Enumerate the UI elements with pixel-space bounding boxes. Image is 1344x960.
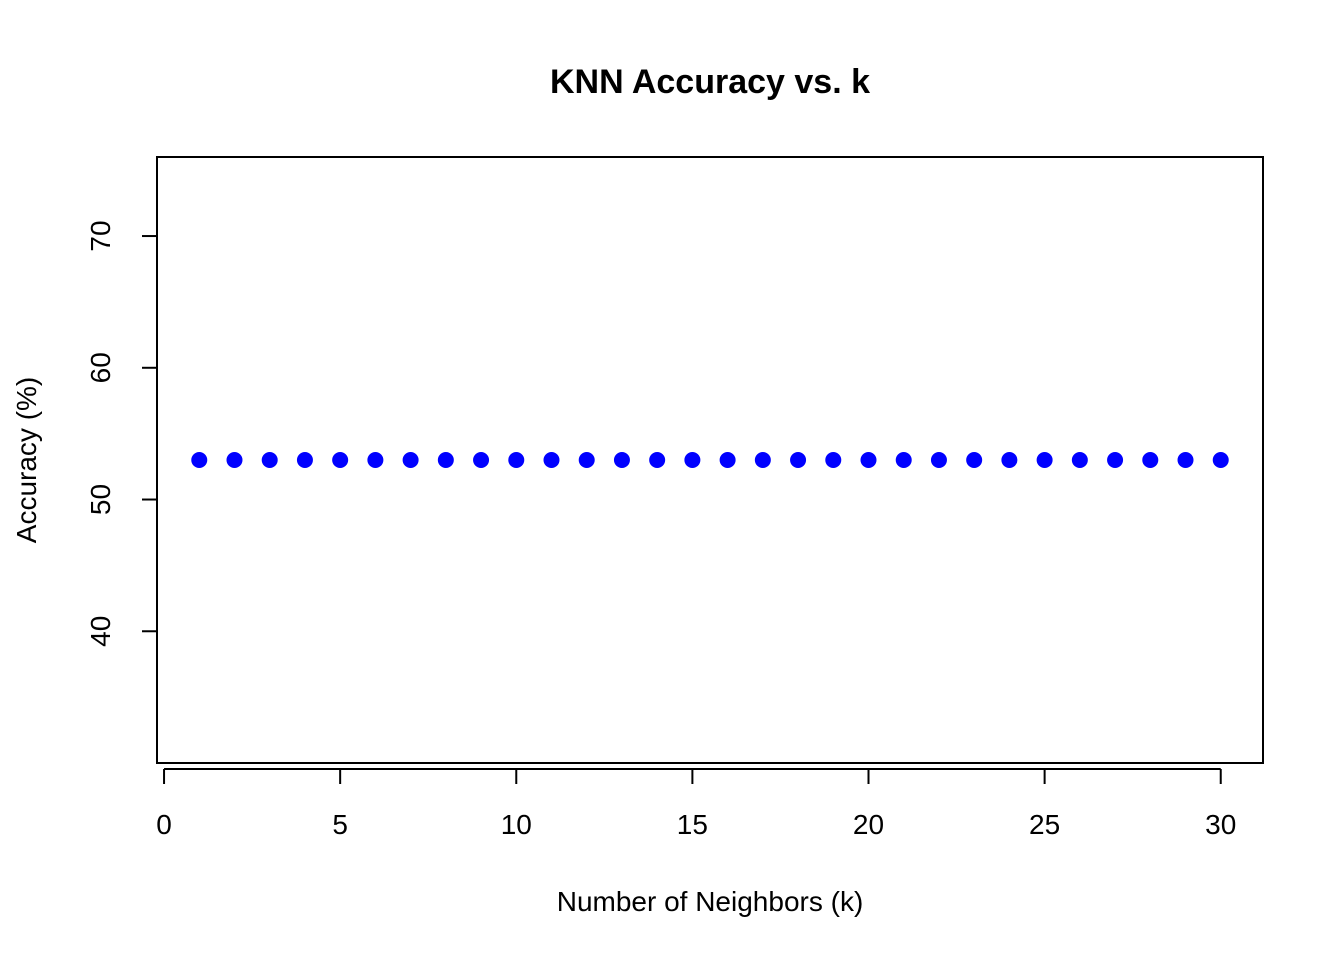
chart-title: KNN Accuracy vs. k <box>550 63 870 101</box>
y-tick-label: 50 <box>85 484 116 515</box>
data-point <box>613 452 630 468</box>
data-points <box>191 452 1229 468</box>
data-point <box>261 452 278 468</box>
x-tick-label: 5 <box>332 809 348 840</box>
data-point <box>684 452 701 468</box>
x-tick-label: 20 <box>853 809 884 840</box>
data-point <box>649 452 666 468</box>
y-tick-label: 70 <box>85 220 116 251</box>
data-point <box>578 452 595 468</box>
plot-frame <box>156 156 1264 764</box>
data-point <box>402 452 419 468</box>
data-point <box>860 452 877 468</box>
data-point <box>895 452 912 468</box>
data-point <box>930 452 947 468</box>
data-point <box>1107 452 1124 468</box>
data-point <box>754 452 771 468</box>
data-point <box>825 452 842 468</box>
data-point <box>966 452 983 468</box>
data-point <box>790 452 807 468</box>
data-point <box>191 452 208 468</box>
x-tick-label: 10 <box>501 809 532 840</box>
y-axis-label: Accuracy (%) <box>11 377 42 543</box>
y-axis: 40 50 60 70 <box>85 220 158 647</box>
x-axis-label: Number of Neighbors (k) <box>557 886 864 917</box>
data-point <box>367 452 384 468</box>
data-point <box>1071 452 1088 468</box>
y-tick-label: 40 <box>85 616 116 647</box>
y-tick-label: 60 <box>85 352 116 383</box>
x-axis: 0 5 10 15 20 25 30 <box>156 768 1236 840</box>
data-point <box>1177 452 1194 468</box>
data-point <box>543 452 560 468</box>
x-tick-label: 0 <box>156 809 172 840</box>
data-point <box>473 452 490 468</box>
data-point <box>226 452 243 468</box>
x-tick-label: 30 <box>1205 809 1236 840</box>
data-point <box>332 452 349 468</box>
data-point <box>1212 452 1229 468</box>
data-point <box>1036 452 1053 468</box>
data-point <box>437 452 454 468</box>
data-point <box>1142 452 1159 468</box>
data-point <box>1001 452 1018 468</box>
data-point <box>508 452 525 468</box>
x-tick-label: 25 <box>1029 809 1060 840</box>
data-point <box>296 452 313 468</box>
x-tick-label: 15 <box>677 809 708 840</box>
data-point <box>719 452 736 468</box>
